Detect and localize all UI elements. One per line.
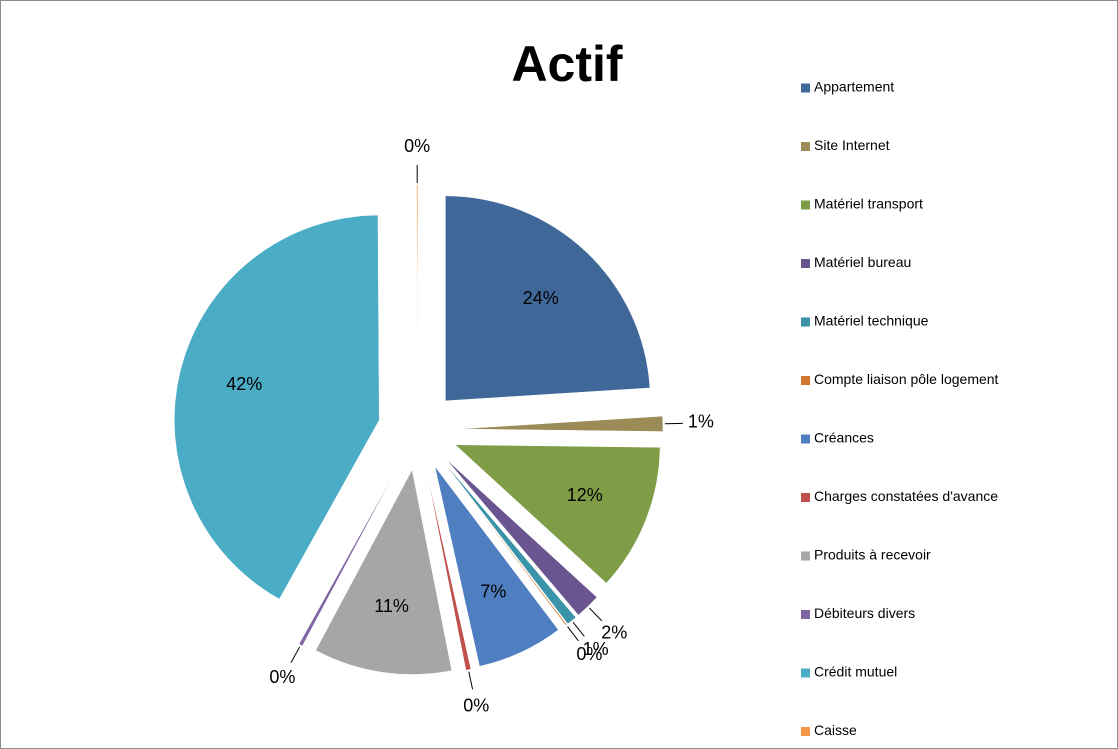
legend-label: Caisse bbox=[814, 722, 857, 738]
data-label: 0% bbox=[576, 644, 602, 664]
data-label: 2% bbox=[601, 623, 627, 643]
data-label: 0% bbox=[463, 696, 489, 716]
legend-swatch bbox=[801, 83, 810, 93]
pie-slice bbox=[425, 469, 472, 671]
chart-title: Actif bbox=[511, 36, 622, 92]
pie-slice bbox=[315, 468, 453, 675]
legend-swatch bbox=[801, 551, 810, 561]
legend-swatch bbox=[801, 727, 810, 736]
pie-slice bbox=[445, 458, 598, 616]
legend-label: Produits à recevoir bbox=[814, 547, 931, 563]
legend-swatch bbox=[801, 376, 810, 385]
legend-swatch bbox=[801, 142, 810, 151]
leader-line bbox=[572, 621, 585, 637]
legend-label: Site Internet bbox=[814, 137, 890, 153]
leader-line bbox=[588, 607, 603, 622]
legend-label: Matériel technique bbox=[814, 313, 929, 329]
leader-line bbox=[567, 626, 579, 642]
data-label: 7% bbox=[480, 582, 506, 602]
pie-slice bbox=[442, 460, 577, 625]
data-label: 1% bbox=[688, 412, 714, 432]
legend-swatch bbox=[801, 317, 810, 327]
legend-swatch bbox=[801, 200, 810, 210]
pie-slice bbox=[434, 466, 559, 667]
legend-label: Charges constatées d'avance bbox=[814, 488, 998, 504]
legend-label: Appartement bbox=[814, 79, 894, 95]
data-label: 12% bbox=[567, 485, 603, 505]
data-label: 42% bbox=[226, 374, 262, 394]
data-label: 24% bbox=[523, 288, 559, 308]
data-label: 0% bbox=[269, 667, 295, 687]
pie-slice bbox=[442, 461, 568, 626]
legend-swatch bbox=[801, 610, 810, 619]
legend-label: Débiteurs divers bbox=[814, 605, 915, 621]
data-label: 0% bbox=[404, 136, 430, 156]
legend-swatch bbox=[801, 259, 810, 268]
leader-line bbox=[468, 671, 474, 690]
pie-slice bbox=[416, 184, 419, 391]
legend-swatch bbox=[801, 493, 810, 502]
data-label: 11% bbox=[374, 596, 409, 616]
pie-slice bbox=[298, 464, 400, 647]
legend-label: Crédit mutuel bbox=[814, 664, 897, 680]
pie-slice bbox=[454, 444, 661, 584]
legend-swatch bbox=[801, 668, 810, 678]
legend-label: Créances bbox=[814, 430, 874, 446]
legend-label: Matériel bureau bbox=[814, 254, 911, 270]
data-label: 1% bbox=[583, 639, 609, 659]
pie-slice bbox=[457, 415, 664, 432]
pie-slice bbox=[445, 195, 651, 402]
pie-slice bbox=[174, 214, 380, 600]
legend-swatch bbox=[801, 434, 810, 444]
leader-line bbox=[290, 646, 301, 663]
legend-label: Compte liaison pôle logement bbox=[814, 371, 999, 387]
legend-label: Matériel transport bbox=[814, 196, 923, 212]
